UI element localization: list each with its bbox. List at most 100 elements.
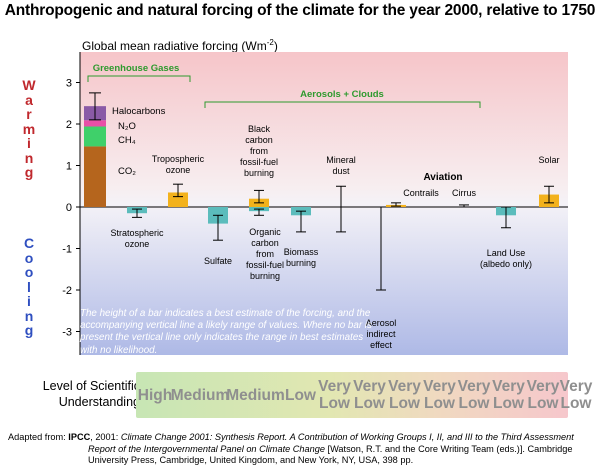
bar-4-label: Organic carbon from fossil-fuel burning (246, 227, 284, 281)
cool-letters-3: l (27, 278, 31, 295)
cool-letters-4: i (27, 293, 31, 309)
bar-7-label-line-1: indirect (366, 329, 396, 339)
los-bar (136, 372, 568, 418)
cool-letters-6: g (24, 322, 34, 338)
y-tick-label--1: -1 (62, 244, 72, 256)
bar-3-label-line-4: burning (244, 168, 274, 178)
cool-letters-0: C (23, 235, 35, 251)
warm-letters-1: a (25, 91, 33, 108)
bar-6-label: Mineral dust (326, 155, 356, 176)
los-cell-5: Very Low (353, 378, 386, 412)
los-cell-11: Very Low (559, 378, 593, 412)
label-ch4: CH₄ (118, 135, 136, 146)
footer-citation: Adapted from: IPCC, 2001: Climate Change… (8, 432, 598, 467)
bar-7-label-line-2: effect (370, 340, 392, 350)
aerosols-bracket (204, 101, 481, 108)
greenhouse-label: Greenhouse Gases (93, 63, 180, 74)
bar-11-label-line-0: Solar (538, 155, 559, 165)
bar-0-label-line-0: Tropospheric (152, 154, 205, 164)
label-co2-line-0: CO₂ (118, 166, 136, 177)
los-cell-4: Very Low (318, 378, 351, 412)
y-tick-label--3: -3 (62, 327, 72, 339)
y-tick-label-0: 0 (66, 202, 72, 214)
warm-letters-2: r (26, 106, 32, 122)
y-tick-label-3: 3 (66, 78, 72, 90)
y-axis: 3 2 1 0 -1 -2 -3 (62, 52, 568, 355)
warm-letters-3: m (22, 120, 36, 137)
cool-letters-2: o (24, 264, 34, 280)
y-axis-label: Global mean radiative forcing (Wm-2) (82, 38, 278, 53)
bar-ch4 (84, 126, 106, 147)
greenhouse-bracket (87, 75, 191, 82)
y-axis-label-text: Global mean radiative forcing (Wm (82, 39, 267, 53)
footer-book: Climate Change 2001: Synthesis Report. A… (120, 432, 574, 442)
bar-3-label-line-2: from (250, 146, 268, 156)
footer-line3: University Press, Cambridge, United King… (88, 455, 414, 465)
bar-1-label: Stratospheric ozone (110, 228, 164, 249)
footer-prefix: Adapted from: (8, 432, 69, 442)
label-halocarbons-line-0: Halocarbons (112, 106, 166, 117)
los-cell-7: Very Low (423, 378, 456, 412)
los-label-line1: Level of Scientific (42, 379, 140, 393)
bar-1-label-line-1: ozone (125, 239, 150, 249)
los-cell-0: High (137, 386, 173, 404)
bar-11-label: Solar (538, 155, 559, 165)
y-tick-label-2: 2 (66, 119, 72, 131)
bar-10-label: Land Use (albedo only) (480, 248, 532, 269)
bar-6-label-line-1: dust (332, 166, 350, 176)
label-ch4-line-0: CH₄ (118, 135, 136, 146)
footer-line2b: [Watson, R.T. and the Core Writing Team … (324, 443, 573, 454)
bar-1-label-line-0: Stratospheric (110, 228, 164, 238)
bar-3-label-line-0: Black (248, 124, 271, 134)
bar-0-label: Tropospheric ozone (152, 154, 205, 175)
los-cell-3: Low (285, 386, 316, 404)
bar-n2o (84, 120, 106, 127)
chart-note: The height of a bar indicates a best est… (80, 308, 372, 356)
bar-5-label: Biomass burning (284, 247, 319, 268)
y-tick-label-1: 1 (66, 161, 72, 173)
bar-9-label: Cirrus (452, 188, 476, 198)
footer-rest: , 2001: (90, 432, 121, 442)
bar-4-label-line-3: fossil-fuel (246, 260, 284, 270)
los-label-line2: Understanding (58, 395, 140, 409)
group-brackets: Greenhouse Gases Aerosols + Clouds (87, 63, 481, 108)
aviation-label: Aviation (423, 172, 462, 183)
bar-7-label-line-0: Aerosol (366, 318, 397, 328)
los-cell-9: Very Low (492, 378, 525, 412)
cool-letters-5: n (24, 307, 34, 324)
bar-0-label-line-1: ozone (166, 165, 191, 175)
footer-org: IPCC (68, 432, 91, 442)
bar-7-label: Aerosol indirect effect (366, 318, 397, 350)
footer-line2: Report of the Intergovernmental Panel on… (88, 443, 325, 454)
bar-8-label-line-0: Contrails (403, 188, 439, 198)
bar-3-label-line-3: fossil-fuel (240, 157, 278, 167)
warm-letters-5: n (24, 149, 34, 166)
bar-8-label: Contrails (403, 188, 439, 198)
bar-2-label-line-0: Sulfate (204, 256, 232, 266)
bar-3-label-line-1: carbon (245, 135, 273, 145)
chart-title: Anthropogenic and natural forcing of the… (4, 2, 596, 19)
y-tick-label--2: -2 (62, 285, 72, 297)
bar-10-label-line-1: (albedo only) (480, 259, 532, 269)
bar-3-label: Black carbon from fossil-fuel burning (240, 124, 278, 178)
label-halocarbons: Halocarbons (112, 106, 166, 117)
label-co2: CO₂ (118, 166, 136, 177)
bar-5-label-line-1: burning (286, 258, 316, 268)
aerosols-label: Aerosols + Clouds (300, 89, 384, 100)
bar-4-label-line-4: burning (250, 271, 280, 281)
bar-9-label-line-0: Cirrus (452, 188, 476, 198)
label-n2o: N₂O (118, 121, 136, 132)
bar-co2 (84, 146, 106, 207)
bar-6-label-line-0: Mineral (326, 155, 356, 165)
los-cell-1: Medium (170, 386, 230, 404)
los-cell-8: Very Low (457, 378, 491, 412)
bar-4-label-line-1: carbon (251, 238, 279, 248)
cool-letters-1: o (24, 249, 34, 266)
bar-5-label-line-0: Biomass (284, 247, 319, 257)
warm-letters-0: W (22, 77, 36, 93)
los-cell-10: Very Low (526, 378, 560, 412)
